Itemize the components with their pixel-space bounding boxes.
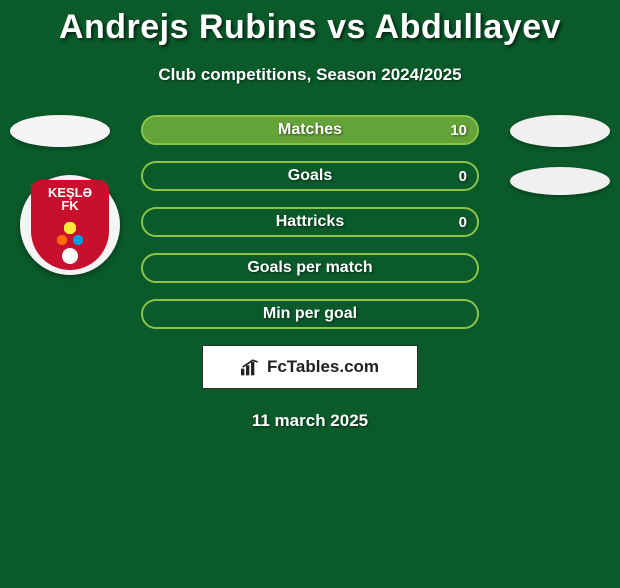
club-ball-icon [62,248,78,264]
stat-value: 0 [459,209,467,235]
stat-bar: Goals0 [141,161,479,191]
player-badge-right-2 [510,167,610,195]
stat-label: Goals per match [143,255,477,281]
stat-bar: Min per goal [141,299,479,329]
stats-bars: Matches10Goals0Hattricks0Goals per match… [141,115,479,329]
date-text: 11 march 2025 [0,411,620,431]
page-subtitle: Club competitions, Season 2024/2025 [0,65,620,85]
club-name-line2: FK [61,199,78,212]
stat-label: Min per goal [143,301,477,327]
page-title: Andrejs Rubins vs Abdullayev [0,8,620,47]
chart-icon [241,358,261,376]
club-crest: KEŞLƏ FK [31,180,109,270]
stat-label: Matches [143,117,477,143]
stat-value: 10 [450,117,467,143]
stat-label: Goals [143,163,477,189]
stat-bar: Goals per match [141,253,479,283]
stat-bar: Matches10 [141,115,479,145]
stat-label: Hattricks [143,209,477,235]
stat-bar: Hattricks0 [141,207,479,237]
club-badge: KEŞLƏ FK [20,175,120,275]
stat-value: 0 [459,163,467,189]
player-badge-right-1 [510,115,610,147]
watermark-text: FcTables.com [267,357,379,377]
watermark: FcTables.com [202,345,418,389]
comparison-area: KEŞLƏ FK Matches10Goals0Hattricks0Goals … [0,115,620,329]
player-badge-left [10,115,110,147]
